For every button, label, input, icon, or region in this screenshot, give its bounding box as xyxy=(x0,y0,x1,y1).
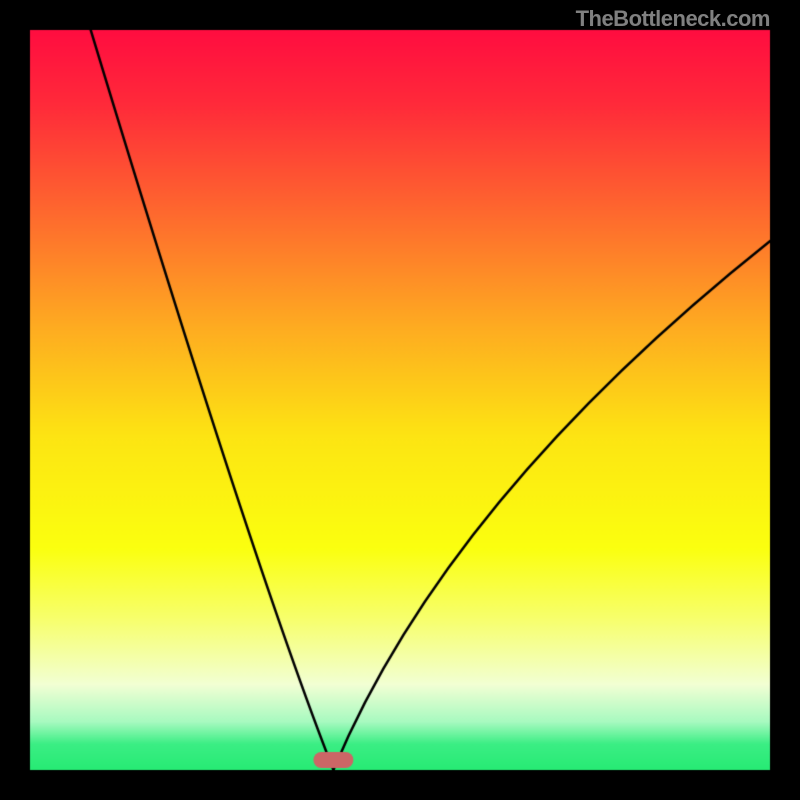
watermark-text: TheBottleneck.com xyxy=(576,6,770,32)
